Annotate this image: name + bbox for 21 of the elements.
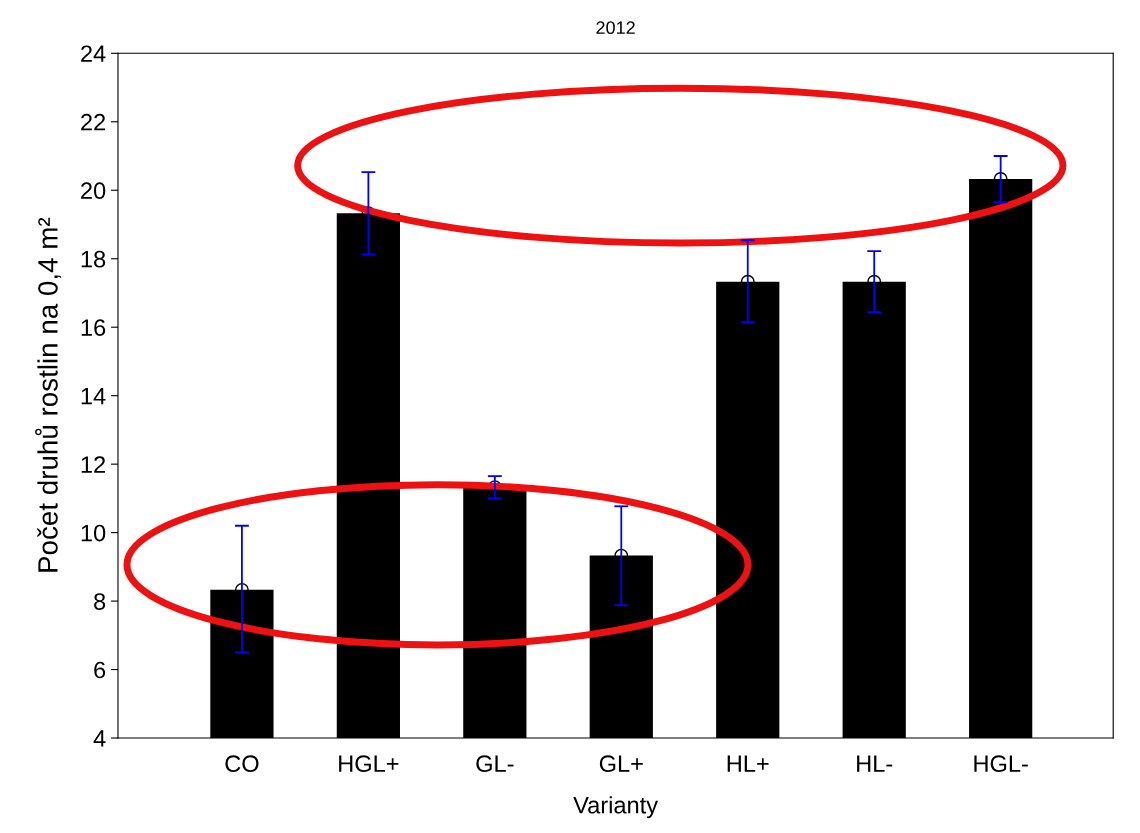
- x-tick-label: CO: [225, 755, 259, 773]
- y-tick-label: 10: [81, 524, 106, 542]
- y-tick-label: 6: [94, 661, 106, 679]
- y-axis-title: Počet druhů rostlin na 0,4 m²: [35, 217, 62, 572]
- x-tick-label: HGL-: [974, 755, 1028, 773]
- chart-title: 2012: [596, 21, 635, 35]
- y-tick-label: 14: [81, 387, 106, 405]
- x-tick-label: GL-: [476, 755, 514, 773]
- y-tick-label: 24: [81, 45, 106, 62]
- y-tick-label: 20: [81, 182, 106, 200]
- y-tick-label: 12: [81, 456, 105, 473]
- y-tick-label: 16: [81, 319, 106, 336]
- y-tick-label: 4: [93, 730, 106, 747]
- x-tick-label: HL-: [857, 755, 893, 772]
- y-tick-label: 8: [94, 593, 106, 610]
- x-tick-label: GL+: [599, 755, 643, 773]
- y-tick-label: 18: [81, 250, 106, 268]
- y-tick-label: 22: [81, 113, 105, 131]
- x-tick-label: HGL+: [339, 755, 399, 773]
- x-axis-title: Varianty: [573, 796, 658, 819]
- x-tick-label: HL+: [727, 755, 769, 772]
